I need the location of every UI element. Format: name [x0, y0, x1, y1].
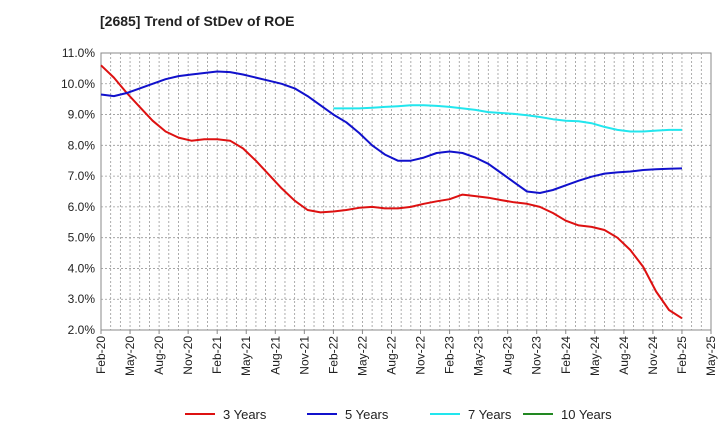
- x-tick-label: Aug-23: [501, 336, 515, 375]
- y-tick-label: 7.0%: [68, 169, 96, 183]
- x-tick-label: May-22: [355, 336, 369, 376]
- x-tick-label: Aug-20: [152, 336, 166, 375]
- series-line-5-years: [100, 70, 683, 194]
- x-tick-label: Feb-22: [326, 336, 340, 374]
- y-tick-label: 11.0%: [62, 46, 95, 60]
- y-tick-label: 2.0%: [68, 323, 96, 337]
- x-tick-label: Nov-21: [297, 336, 311, 375]
- x-tick-label: Aug-24: [617, 336, 631, 375]
- y-tick-label: 4.0%: [68, 261, 96, 275]
- x-tick-label: Nov-24: [646, 336, 660, 375]
- x-tick-label: May-25: [704, 336, 718, 376]
- x-tick-label: Feb-23: [443, 336, 457, 374]
- x-tick-label: Feb-21: [210, 336, 224, 374]
- series-layer: [100, 64, 683, 320]
- y-tick-label: 10.0%: [61, 77, 95, 91]
- y-tick-label: 9.0%: [68, 108, 96, 122]
- x-tick-label: Nov-22: [414, 336, 428, 375]
- axis-layer: 11.0% 10.0% 9.0% 8.0% 7.0% 6.0% 5.0% 4.0% 3.0% 2.…: [61, 46, 718, 376]
- series-line-3-years: [100, 64, 683, 320]
- chart-title: [2685] Trend of StDev of ROE: [100, 13, 294, 29]
- y-tick-label: 6.0%: [68, 200, 96, 214]
- y-tick-label: 3.0%: [68, 292, 96, 306]
- x-tick-label: Nov-23: [530, 336, 544, 375]
- grid-layer: [100, 52, 712, 331]
- legend: 3 Years 5 Years 7 Years 10 Years: [185, 407, 612, 422]
- legend-label: 7 Years: [468, 407, 512, 422]
- legend-label: 3 Years: [223, 407, 267, 422]
- x-tick-label: May-20: [123, 336, 137, 376]
- x-tick-label: May-24: [588, 336, 602, 376]
- series-line-7-years: [333, 104, 682, 133]
- y-tick-label: 5.0%: [68, 231, 96, 245]
- y-tick-label: 8.0%: [68, 138, 96, 152]
- x-tick-label: May-23: [472, 336, 486, 376]
- x-tick-label: Feb-25: [675, 336, 689, 374]
- x-tick-label: Aug-22: [384, 336, 398, 375]
- legend-label: 5 Years: [345, 407, 389, 422]
- x-tick-label: Aug-21: [268, 336, 282, 375]
- x-tick-label: Nov-20: [181, 336, 195, 375]
- legend-label: 10 Years: [561, 407, 612, 422]
- plot-area: [100, 52, 712, 331]
- x-tick-label: May-21: [239, 336, 253, 376]
- x-tick-label: Feb-24: [559, 336, 573, 374]
- x-tick-label: Feb-20: [94, 336, 108, 374]
